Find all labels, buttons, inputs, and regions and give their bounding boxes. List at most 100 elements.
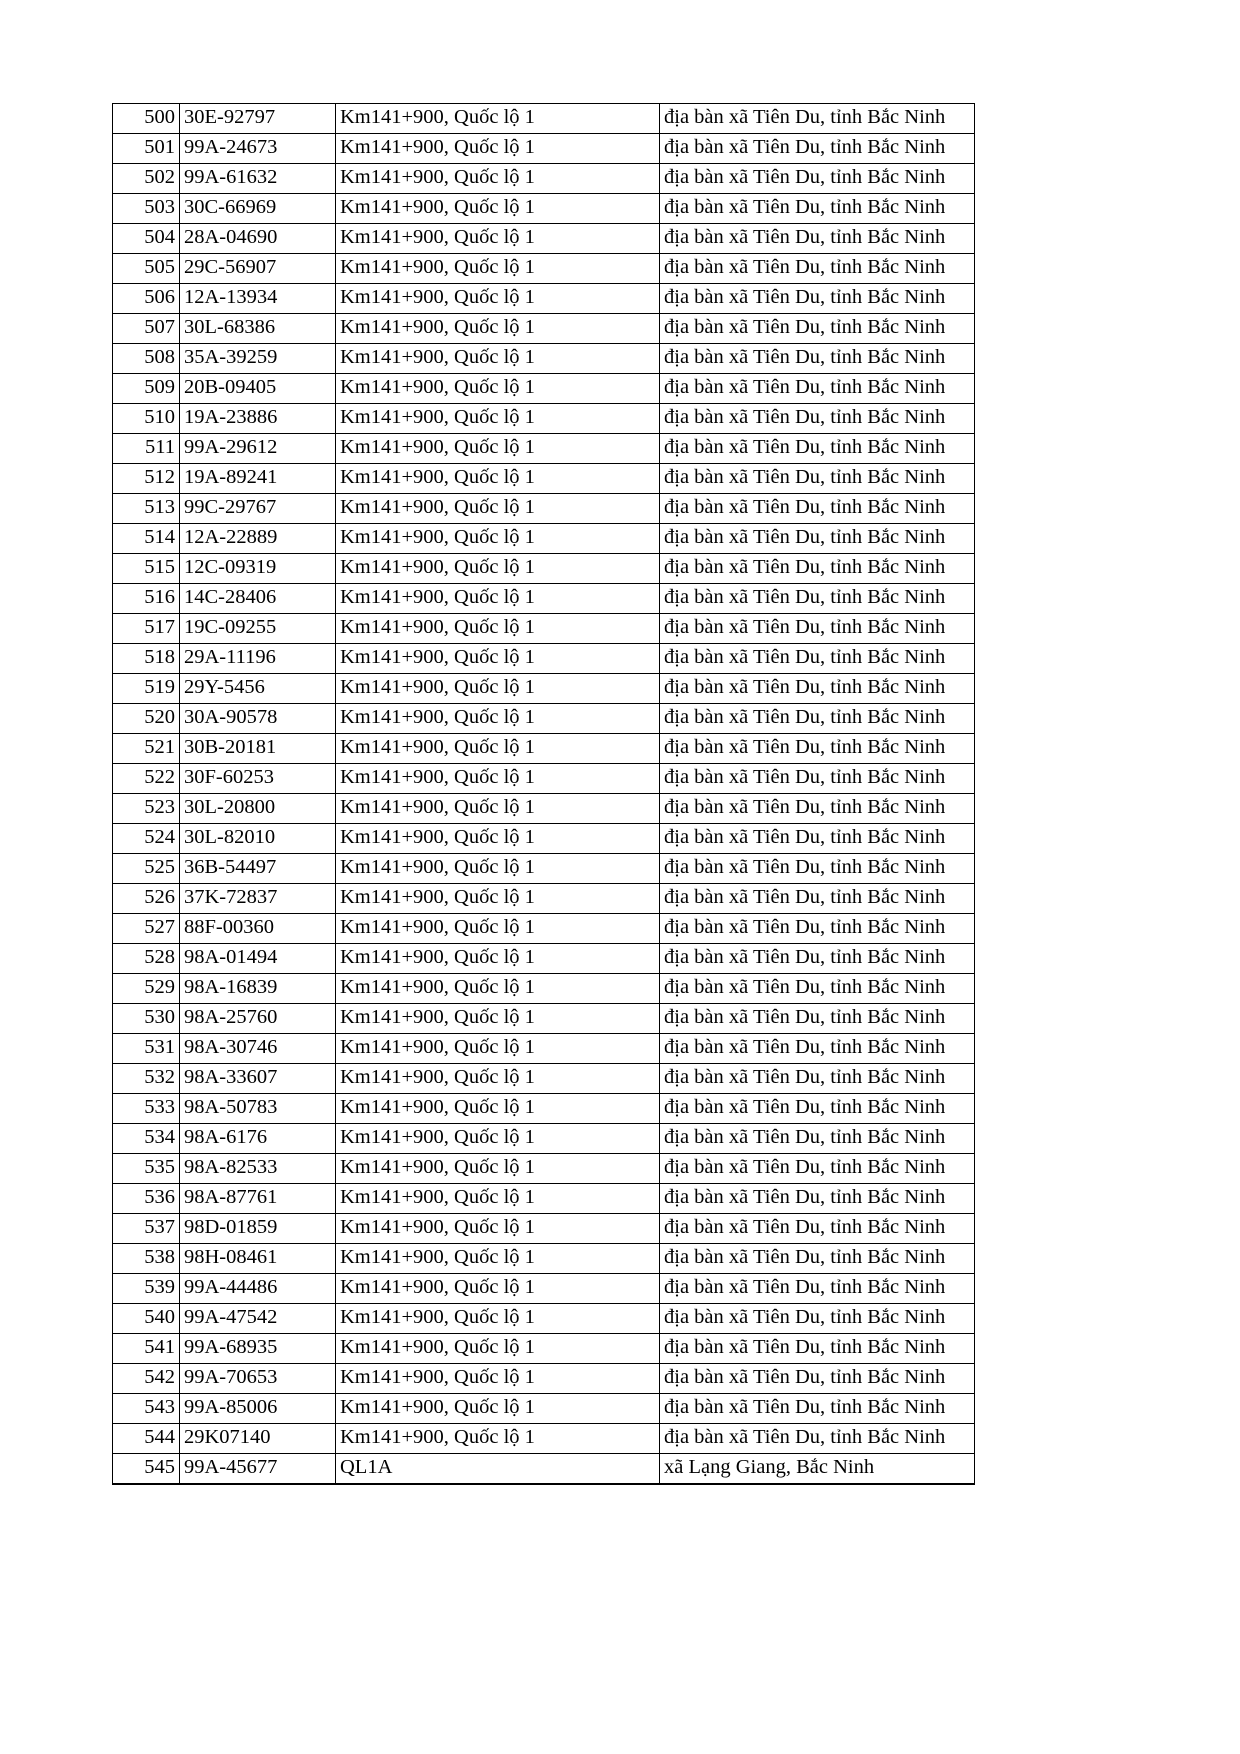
cell-area: địa bàn xã Tiên Du, tỉnh Bắc Ninh (659, 1333, 975, 1364)
cell-plate: 30C-66969 (179, 193, 336, 224)
cell-plate: 30B-20181 (179, 733, 336, 764)
cell-index: 536 (112, 1183, 180, 1214)
cell-area: địa bàn xã Tiên Du, tỉnh Bắc Ninh (659, 793, 975, 824)
cell-plate: 98A-25760 (179, 1003, 336, 1034)
table-row: 510 19A-23886 Km141+900, Quốc lộ 1 địa bàn … (112, 403, 975, 434)
table-row: 534 98A-6176 Km141+900, Quốc lộ 1 địa bàn x… (112, 1123, 975, 1154)
table-row: 515 12C-09319 Km141+900, Quốc lộ 1 địa bàn … (112, 553, 975, 584)
cell-area: địa bàn xã Tiên Du, tỉnh Bắc Ninh (659, 373, 975, 404)
cell-index: 509 (112, 373, 180, 404)
cell-index: 510 (112, 403, 180, 434)
cell-index: 514 (112, 523, 180, 554)
cell-index: 518 (112, 643, 180, 674)
cell-location: Km141+900, Quốc lộ 1 (335, 643, 660, 674)
cell-area: địa bàn xã Tiên Du, tỉnh Bắc Ninh (659, 583, 975, 614)
cell-area: địa bàn xã Tiên Du, tỉnh Bắc Ninh (659, 103, 975, 134)
cell-index: 531 (112, 1033, 180, 1064)
table-row: 504 28A-04690 Km141+900, Quốc lộ 1 địa bàn … (112, 223, 975, 254)
cell-index: 538 (112, 1243, 180, 1274)
cell-area: địa bàn xã Tiên Du, tỉnh Bắc Ninh (659, 1243, 975, 1274)
table-row: 537 98D-01859 Km141+900, Quốc lộ 1 địa bàn … (112, 1213, 975, 1244)
cell-plate: 99A-44486 (179, 1273, 336, 1304)
cell-plate: 98D-01859 (179, 1213, 336, 1244)
cell-index: 542 (112, 1363, 180, 1394)
records-table: 500 30E-92797 Km141+900, Quốc lộ 1 địa bàn … (112, 103, 975, 1485)
table-row: 500 30E-92797 Km141+900, Quốc lộ 1 địa bàn … (112, 103, 975, 134)
cell-index: 528 (112, 943, 180, 974)
cell-plate: 98A-33607 (179, 1063, 336, 1094)
cell-index: 507 (112, 313, 180, 344)
cell-plate: 98A-50783 (179, 1093, 336, 1124)
cell-index: 508 (112, 343, 180, 374)
cell-location: Km141+900, Quốc lộ 1 (335, 1183, 660, 1214)
cell-area: địa bàn xã Tiên Du, tỉnh Bắc Ninh (659, 973, 975, 1004)
cell-index: 534 (112, 1123, 180, 1154)
cell-area: địa bàn xã Tiên Du, tỉnh Bắc Ninh (659, 1063, 975, 1094)
cell-area: địa bàn xã Tiên Du, tỉnh Bắc Ninh (659, 1213, 975, 1244)
table-row: 545 99A-45677 QL1A xã Lạng Giang, Bắc Ninh (112, 1453, 975, 1485)
cell-index: 520 (112, 703, 180, 734)
cell-index: 505 (112, 253, 180, 284)
cell-location: Km141+900, Quốc lộ 1 (335, 1213, 660, 1244)
cell-plate: 30L-68386 (179, 313, 336, 344)
cell-location: Km141+900, Quốc lộ 1 (335, 673, 660, 704)
cell-plate: 20B-09405 (179, 373, 336, 404)
cell-plate: 99A-61632 (179, 163, 336, 194)
cell-area: địa bàn xã Tiên Du, tỉnh Bắc Ninh (659, 673, 975, 704)
cell-location: Km141+900, Quốc lộ 1 (335, 1333, 660, 1364)
cell-area: địa bàn xã Tiên Du, tỉnh Bắc Ninh (659, 613, 975, 644)
cell-index: 504 (112, 223, 180, 254)
cell-location: Km141+900, Quốc lộ 1 (335, 913, 660, 944)
cell-location: Km141+900, Quốc lộ 1 (335, 253, 660, 284)
cell-plate: 30F-60253 (179, 763, 336, 794)
cell-location: Km141+900, Quốc lộ 1 (335, 1303, 660, 1334)
cell-index: 543 (112, 1393, 180, 1424)
cell-location: Km141+900, Quốc lộ 1 (335, 1153, 660, 1184)
table-row: 521 30B-20181 Km141+900, Quốc lộ 1 địa bàn … (112, 733, 975, 764)
cell-plate: 98A-16839 (179, 973, 336, 1004)
cell-index: 501 (112, 133, 180, 164)
cell-location: Km141+900, Quốc lộ 1 (335, 583, 660, 614)
cell-location: Km141+900, Quốc lộ 1 (335, 463, 660, 494)
cell-location: Km141+900, Quốc lộ 1 (335, 1063, 660, 1094)
cell-index: 519 (112, 673, 180, 704)
cell-area: địa bàn xã Tiên Du, tỉnh Bắc Ninh (659, 433, 975, 464)
cell-plate: 99A-47542 (179, 1303, 336, 1334)
cell-location: Km141+900, Quốc lộ 1 (335, 373, 660, 404)
cell-area: địa bàn xã Tiên Du, tỉnh Bắc Ninh (659, 343, 975, 374)
cell-location: Km141+900, Quốc lộ 1 (335, 613, 660, 644)
cell-area: địa bàn xã Tiên Du, tỉnh Bắc Ninh (659, 1003, 975, 1034)
cell-plate: 99A-45677 (179, 1453, 336, 1485)
cell-plate: 98H-08461 (179, 1243, 336, 1274)
table-row: 529 98A-16839 Km141+900, Quốc lộ 1 địa bàn … (112, 973, 975, 1004)
cell-location: Km141+900, Quốc lộ 1 (335, 1273, 660, 1304)
cell-plate: 99A-68935 (179, 1333, 336, 1364)
cell-area: địa bàn xã Tiên Du, tỉnh Bắc Ninh (659, 223, 975, 254)
cell-location: Km141+900, Quốc lộ 1 (335, 553, 660, 584)
cell-area: địa bàn xã Tiên Du, tỉnh Bắc Ninh (659, 523, 975, 554)
cell-plate: 98A-30746 (179, 1033, 336, 1064)
cell-plate: 29Y-5456 (179, 673, 336, 704)
cell-plate: 88F-00360 (179, 913, 336, 944)
cell-area: địa bàn xã Tiên Du, tỉnh Bắc Ninh (659, 823, 975, 854)
table-row: 527 88F-00360 Km141+900, Quốc lộ 1 địa bàn … (112, 913, 975, 944)
table-row: 508 35A-39259 Km141+900, Quốc lộ 1 địa bàn … (112, 343, 975, 374)
cell-index: 529 (112, 973, 180, 1004)
cell-area: địa bàn xã Tiên Du, tỉnh Bắc Ninh (659, 1153, 975, 1184)
cell-plate: 29K07140 (179, 1423, 336, 1454)
cell-location: Km141+900, Quốc lộ 1 (335, 1243, 660, 1274)
table-row: 533 98A-50783 Km141+900, Quốc lộ 1 địa bàn … (112, 1093, 975, 1124)
cell-location: Km141+900, Quốc lộ 1 (335, 943, 660, 974)
cell-area: địa bàn xã Tiên Du, tỉnh Bắc Ninh (659, 643, 975, 674)
cell-location: Km141+900, Quốc lộ 1 (335, 1093, 660, 1124)
cell-area: địa bàn xã Tiên Du, tỉnh Bắc Ninh (659, 163, 975, 194)
cell-area: địa bàn xã Tiên Du, tỉnh Bắc Ninh (659, 133, 975, 164)
cell-index: 526 (112, 883, 180, 914)
cell-index: 535 (112, 1153, 180, 1184)
table-row: 528 98A-01494 Km141+900, Quốc lộ 1 địa bàn … (112, 943, 975, 974)
cell-plate: 98A-82533 (179, 1153, 336, 1184)
cell-area: địa bàn xã Tiên Du, tỉnh Bắc Ninh (659, 853, 975, 884)
table-row: 509 20B-09405 Km141+900, Quốc lộ 1 địa bàn … (112, 373, 975, 404)
table-row: 525 36B-54497 Km141+900, Quốc lộ 1 địa bàn … (112, 853, 975, 884)
table-row: 526 37K-72837 Km141+900, Quốc lộ 1 địa bàn … (112, 883, 975, 914)
